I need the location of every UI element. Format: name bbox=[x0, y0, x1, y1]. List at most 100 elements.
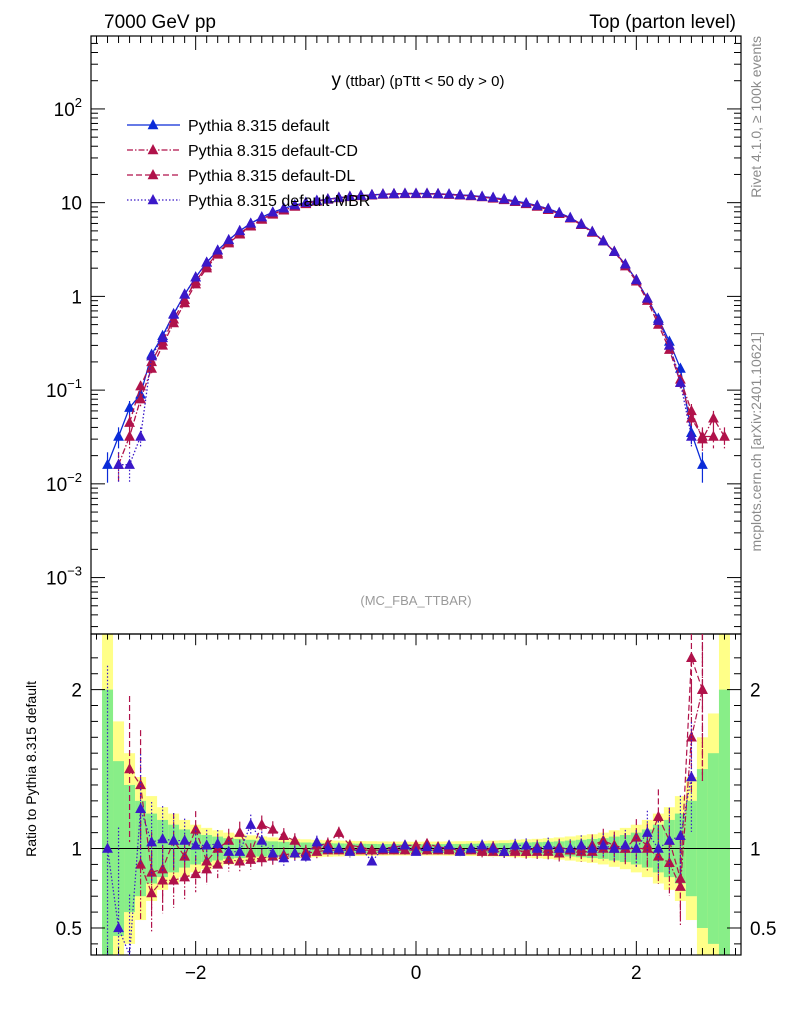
ratio-data-point bbox=[113, 921, 124, 933]
ratio-data-point bbox=[575, 839, 587, 850]
ratio-y-tick-label-right: 0.5 bbox=[750, 919, 776, 940]
main-series-line bbox=[128, 192, 714, 438]
legend-marker bbox=[147, 169, 159, 180]
main-data-point bbox=[663, 339, 675, 350]
ratio-data-point bbox=[300, 850, 312, 861]
main-data-point bbox=[531, 199, 543, 210]
ratio-data-point bbox=[366, 855, 378, 866]
legend-label: Pythia 8.315 default-MBR bbox=[188, 193, 370, 210]
ratio-data-point bbox=[278, 829, 290, 841]
ratio-data-point bbox=[278, 852, 290, 863]
main-y-tick-base: 10 bbox=[54, 100, 75, 121]
ratio-data-point bbox=[608, 842, 620, 853]
ratio-data-point bbox=[663, 834, 675, 845]
main-data-point bbox=[697, 458, 708, 469]
main-data-point bbox=[542, 202, 554, 214]
main-data-point bbox=[366, 188, 378, 200]
main-data-point bbox=[686, 430, 697, 441]
main-data-point bbox=[454, 188, 466, 200]
main-data-point bbox=[652, 314, 664, 325]
main-y-tick-label: 10 bbox=[61, 194, 82, 215]
main-y-tick-base: 10 bbox=[46, 475, 67, 496]
ratio-data-point bbox=[399, 839, 411, 850]
main-data-point bbox=[399, 187, 411, 198]
main-y-tick-base: 10 bbox=[46, 569, 67, 590]
main-data-point bbox=[146, 355, 157, 367]
main-data-point bbox=[377, 188, 389, 199]
main-data-point bbox=[124, 401, 135, 412]
main-data-point bbox=[124, 430, 135, 441]
main-y-tick-label: 102 bbox=[54, 95, 82, 121]
ratio-data-point bbox=[344, 845, 356, 856]
ratio-y-tick-label-right: 2 bbox=[750, 681, 761, 702]
main-data-point bbox=[289, 199, 301, 210]
main-data-point bbox=[146, 350, 157, 361]
main-y-tick-label: 10−2 bbox=[46, 470, 82, 496]
legend-label: Pythia 8.315 default-CD bbox=[188, 143, 358, 160]
main-data-point bbox=[410, 187, 422, 198]
header-right: Top (parton level) bbox=[589, 12, 736, 33]
ratio-series-line bbox=[106, 776, 693, 956]
main-data-point bbox=[124, 416, 135, 427]
main-data-point bbox=[278, 202, 290, 213]
main-data-point bbox=[223, 233, 235, 245]
ratio-data-point bbox=[212, 837, 224, 848]
main-data-point bbox=[344, 190, 356, 201]
main-y-tick-exp: −3 bbox=[67, 564, 82, 579]
main-data-point bbox=[300, 196, 312, 207]
ratio-data-point bbox=[641, 839, 653, 850]
ratio-y-tick-label-right: 1 bbox=[750, 840, 761, 861]
main-data-point bbox=[113, 430, 124, 441]
ratio-data-point bbox=[465, 842, 477, 853]
main-title: y (ttbar) (pTtt < 50 dy > 0) bbox=[332, 70, 505, 91]
main-data-point bbox=[135, 393, 146, 404]
main-data-point bbox=[135, 430, 146, 441]
main-data-point bbox=[146, 362, 157, 373]
main-y-tick-label: 10−1 bbox=[46, 376, 82, 402]
main-data-point bbox=[190, 271, 202, 282]
legend-label: Pythia 8.315 default bbox=[188, 118, 330, 135]
main-data-point bbox=[476, 190, 488, 201]
ratio-data-point bbox=[234, 855, 246, 866]
ratio-data-point bbox=[190, 839, 202, 850]
ratio-data-point bbox=[597, 839, 609, 850]
main-series-line bbox=[118, 192, 693, 466]
ratio-data-point bbox=[498, 845, 510, 856]
legend-marker bbox=[147, 194, 159, 205]
ratio-data-point bbox=[168, 874, 180, 885]
background-layer bbox=[102, 634, 730, 955]
main-data-point bbox=[212, 244, 224, 255]
main-data-point bbox=[322, 193, 334, 204]
main-data-point bbox=[686, 412, 697, 423]
ratio-data-point bbox=[322, 842, 334, 853]
ratio-y-tick-label: 1 bbox=[71, 840, 82, 861]
mcplots-label: mcplots.cern.ch [arXiv:2401.10621] bbox=[748, 332, 764, 551]
ratio-data-point bbox=[256, 852, 268, 863]
main-title-symbol: y bbox=[332, 70, 342, 91]
ratio-data-point bbox=[410, 839, 422, 850]
main-data-point bbox=[443, 188, 455, 199]
ratio-data-point bbox=[179, 850, 191, 861]
ratio-data-point bbox=[509, 839, 521, 850]
ratio-data-point bbox=[355, 842, 367, 853]
ratio-data-point bbox=[686, 771, 697, 782]
main-data-point bbox=[267, 206, 279, 217]
main-data-point bbox=[421, 187, 433, 198]
ratio-series-line bbox=[140, 689, 704, 895]
main-data-point bbox=[234, 224, 246, 236]
ratio-data-point bbox=[135, 802, 146, 814]
main-y-tick-base: 10 bbox=[46, 381, 67, 402]
ratio-data-point bbox=[168, 834, 180, 845]
main-data-point bbox=[641, 292, 653, 303]
main-data-point bbox=[333, 191, 345, 202]
main-data-point bbox=[256, 211, 268, 222]
main-y-tick-exp: −1 bbox=[67, 376, 82, 391]
main-data-point bbox=[245, 217, 257, 228]
ratio-data-point bbox=[388, 842, 400, 853]
ratio-x-tick-label: 0 bbox=[411, 963, 422, 984]
main-data-point bbox=[465, 189, 477, 200]
ratio-data-point bbox=[157, 832, 169, 844]
ratio-data-point bbox=[630, 842, 642, 853]
main-data-point bbox=[388, 187, 400, 199]
